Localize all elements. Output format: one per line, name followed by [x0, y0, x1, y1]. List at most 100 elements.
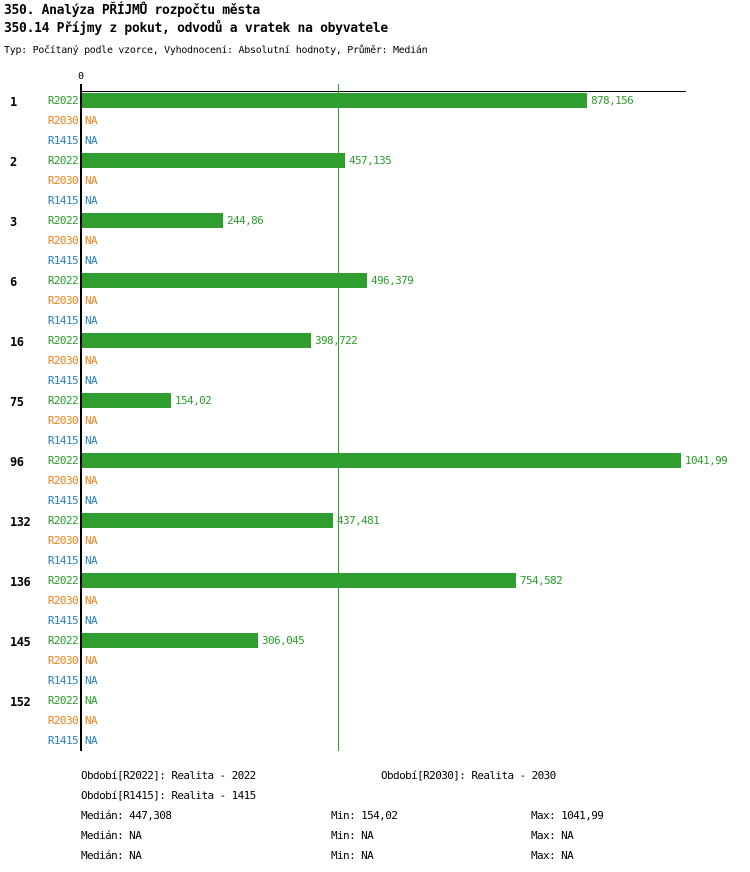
page-title: 350. Analýza PŘÍJMŮ rozpočtu města	[4, 3, 260, 18]
series-label-R2022: R2022	[47, 454, 79, 467]
na-label-R1415-group-152: NA	[85, 734, 98, 747]
value-label-R2022-group-136: 754,582	[520, 574, 563, 587]
value-bar-R2022-group-75	[82, 393, 171, 408]
value-bar-R2022-group-136	[82, 573, 516, 588]
na-label-R2030-group-152: NA	[85, 714, 98, 727]
na-label-R2030-group-145: NA	[85, 654, 98, 667]
na-label-R2030-group-75: NA	[85, 414, 98, 427]
value-bar-R2022-group-1	[82, 93, 587, 108]
legend-item-r2022: Období[R2022]: Realita - 2022	[81, 769, 256, 782]
group-label-1: 1	[10, 95, 17, 109]
series-label-R1415: R1415	[47, 614, 79, 627]
value-bar-R2022-group-96	[82, 453, 681, 468]
series-label-R2022: R2022	[47, 334, 79, 347]
na-label-R1415-group-6: NA	[85, 314, 98, 327]
series-label-R2030: R2030	[47, 474, 79, 487]
stat-max-r2022: Max: 1041,99	[531, 809, 604, 822]
value-bar-R2022-group-145	[82, 633, 258, 648]
stat-max-r2030: Max: NA	[531, 829, 574, 842]
series-label-R2030: R2030	[47, 534, 79, 547]
series-label-R1415: R1415	[47, 554, 79, 567]
value-label-R2022-group-1: 878,156	[591, 94, 634, 107]
na-label-R1415-group-136: NA	[85, 614, 98, 627]
series-label-R1415: R1415	[47, 734, 79, 747]
value-bar-R2022-group-3	[82, 213, 223, 228]
series-label-R1415: R1415	[47, 494, 79, 507]
value-label-R2022-group-16: 398,722	[315, 334, 358, 347]
group-label-6: 6	[10, 275, 17, 289]
series-label-R2022: R2022	[47, 274, 79, 287]
group-label-136: 136	[10, 575, 31, 589]
group-label-132: 132	[10, 515, 31, 529]
group-label-145: 145	[10, 635, 31, 649]
na-label-R2022-group-152: NA	[85, 694, 98, 707]
y-axis-line	[80, 84, 82, 751]
x-axis-line	[80, 91, 686, 92]
series-label-R1415: R1415	[47, 434, 79, 447]
na-label-R1415-group-16: NA	[85, 374, 98, 387]
median-reference-line	[338, 84, 339, 751]
value-label-R2022-group-75: 154,02	[175, 394, 212, 407]
na-label-R2030-group-3: NA	[85, 234, 98, 247]
group-label-75: 75	[10, 395, 24, 409]
series-label-R1415: R1415	[47, 134, 79, 147]
value-label-R2022-group-96: 1041,99	[685, 454, 728, 467]
legend-item-r1415: Období[R1415]: Realita - 1415	[81, 789, 256, 802]
indicator-title: 350.14 Příjmy z pokut, odvodů a vratek n…	[4, 21, 388, 36]
indicator-subtitle: Typ: Počítaný podle vzorce, Vyhodnocení:…	[4, 45, 428, 56]
stat-max-r1415: Max: NA	[531, 849, 574, 862]
na-label-R2030-group-132: NA	[85, 534, 98, 547]
series-label-R2030: R2030	[47, 654, 79, 667]
na-label-R1415-group-75: NA	[85, 434, 98, 447]
group-label-152: 152	[10, 695, 31, 709]
series-label-R2022: R2022	[47, 574, 79, 587]
series-label-R1415: R1415	[47, 254, 79, 267]
na-label-R1415-group-132: NA	[85, 554, 98, 567]
value-label-R2022-group-2: 457,135	[349, 154, 392, 167]
chart-area: 0 1 R2022 878,156 R2030 NA R1415 NA 2 R2022 457,1…	[10, 71, 728, 751]
stat-min-r2030: Min: NA	[331, 829, 374, 842]
na-label-R2030-group-16: NA	[85, 354, 98, 367]
series-label-R2030: R2030	[47, 714, 79, 727]
series-label-R2030: R2030	[47, 414, 79, 427]
na-label-R2030-group-2: NA	[85, 174, 98, 187]
na-label-R1415-group-2: NA	[85, 194, 98, 207]
series-label-R2022: R2022	[47, 514, 79, 527]
legend-item-r2030: Období[R2030]: Realita - 2030	[381, 769, 556, 782]
na-label-R2030-group-136: NA	[85, 594, 98, 607]
x-axis-zero-tick-label: 0	[77, 71, 85, 82]
na-label-R1415-group-1: NA	[85, 134, 98, 147]
series-label-R1415: R1415	[47, 674, 79, 687]
value-bar-R2022-group-2	[82, 153, 345, 168]
value-label-R2022-group-132: 437,481	[337, 514, 380, 527]
series-label-R2022: R2022	[47, 634, 79, 647]
group-label-3: 3	[10, 215, 17, 229]
series-label-R2022: R2022	[47, 694, 79, 707]
value-bar-R2022-group-16	[82, 333, 311, 348]
series-label-R2022: R2022	[47, 154, 79, 167]
series-label-R1415: R1415	[47, 374, 79, 387]
group-label-2: 2	[10, 155, 17, 169]
value-label-R2022-group-145: 306,045	[262, 634, 305, 647]
na-label-R1415-group-145: NA	[85, 674, 98, 687]
group-label-16: 16	[10, 335, 24, 349]
value-label-R2022-group-3: 244,86	[227, 214, 264, 227]
series-label-R2022: R2022	[47, 394, 79, 407]
na-label-R1415-group-3: NA	[85, 254, 98, 267]
series-label-R2030: R2030	[47, 294, 79, 307]
stat-median-r2022: Medián: 447,308	[81, 809, 172, 822]
value-bar-R2022-group-6	[82, 273, 367, 288]
value-label-R2022-group-6: 496,379	[371, 274, 414, 287]
series-label-R2030: R2030	[47, 114, 79, 127]
series-label-R2022: R2022	[47, 214, 79, 227]
group-label-96: 96	[10, 455, 24, 469]
value-bar-R2022-group-132	[82, 513, 333, 528]
series-label-R2030: R2030	[47, 234, 79, 247]
series-label-R2030: R2030	[47, 354, 79, 367]
series-label-R2030: R2030	[47, 594, 79, 607]
stat-median-r2030: Medián: NA	[81, 829, 142, 842]
series-label-R1415: R1415	[47, 314, 79, 327]
na-label-R2030-group-96: NA	[85, 474, 98, 487]
series-label-R1415: R1415	[47, 194, 79, 207]
series-label-R2022: R2022	[47, 94, 79, 107]
